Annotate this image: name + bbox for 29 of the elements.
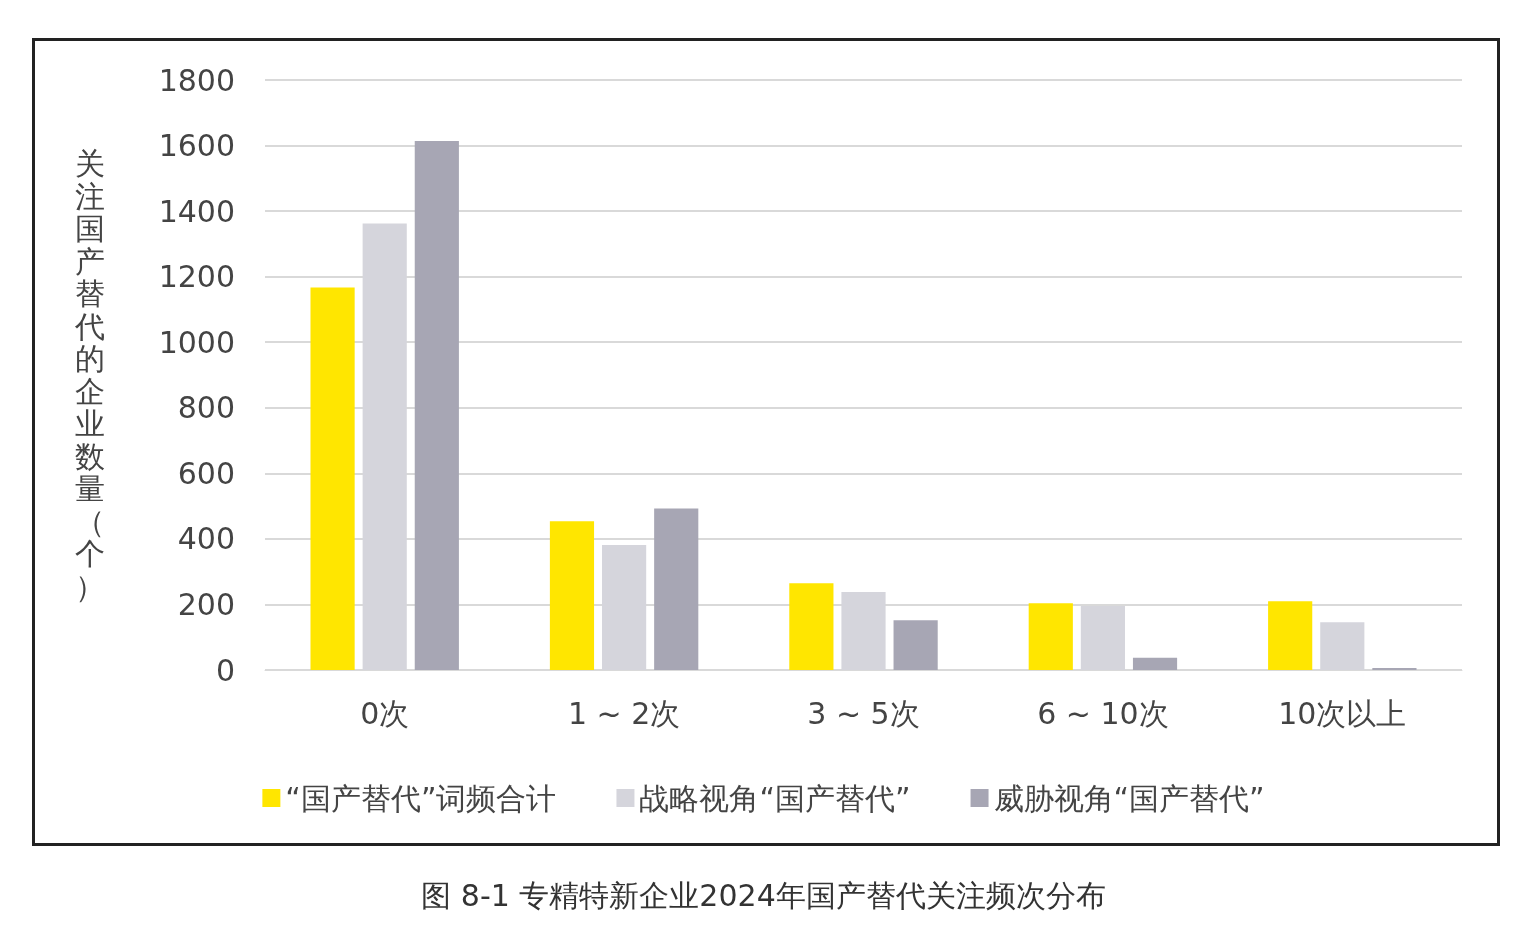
legend-label: “国产替代”词频合计	[285, 780, 557, 816]
bar	[654, 508, 699, 670]
y-tick-label: 1400	[158, 193, 235, 229]
bar	[893, 620, 938, 670]
bar	[549, 521, 595, 670]
legend-label: 战略视角“国产替代”	[639, 780, 911, 816]
text: 图 8-1 专精特新企业2024年国产替代关注频次分布	[421, 877, 1106, 913]
x-tick-label: 0次	[360, 695, 410, 731]
bar	[414, 140, 459, 670]
y-tick-label: 1000	[158, 324, 235, 360]
y-tick-label: 400	[177, 521, 235, 557]
x-tick-label: 1 ~ 2次	[567, 695, 681, 731]
x-tick-label: 6 ~ 10次	[1037, 695, 1169, 731]
bar	[789, 583, 834, 670]
y-tick-label: 0	[215, 652, 235, 688]
y-tick-label: 1800	[158, 62, 235, 98]
y-tick-label: 1600	[158, 128, 235, 164]
bar	[310, 287, 355, 670]
y-tick-label: 200	[177, 586, 235, 622]
bar	[1132, 657, 1178, 670]
x-tick-label: 10次以上	[1278, 695, 1407, 731]
legend-label: 威胁视角“国产替代”	[993, 780, 1265, 816]
x-tick-label: 3 ~ 5次	[807, 695, 920, 731]
y-tick-label: 800	[177, 390, 235, 426]
y-tick-label: 600	[177, 455, 235, 491]
y-tick-label: 1200	[158, 259, 235, 295]
text: 关注国产替代的企业数量（个）	[75, 146, 105, 604]
bar	[1268, 601, 1313, 670]
bar	[1028, 603, 1073, 670]
